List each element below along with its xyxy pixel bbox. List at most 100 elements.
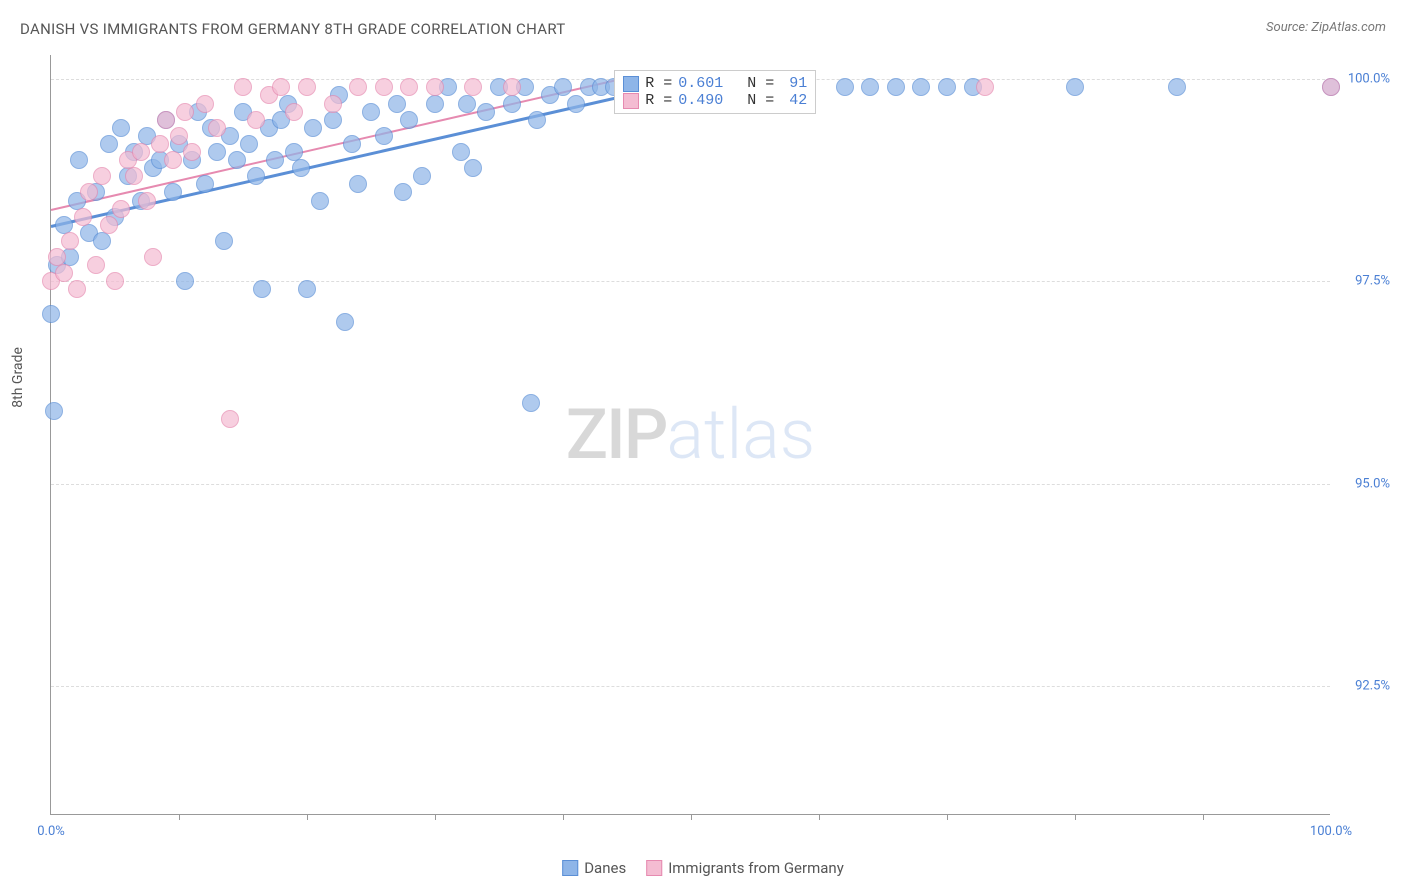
- data-point-danes: [292, 159, 310, 177]
- data-point-immigrants: [68, 280, 86, 298]
- data-point-danes: [253, 280, 271, 298]
- data-point-immigrants: [285, 103, 303, 121]
- data-point-immigrants: [464, 78, 482, 96]
- x-tick: [947, 814, 948, 820]
- x-tick: [1075, 814, 1076, 820]
- stat-n-label: N =: [729, 92, 774, 109]
- stat-n-value: 91: [780, 75, 807, 92]
- data-point-immigrants: [176, 103, 194, 121]
- data-point-danes: [324, 111, 342, 129]
- data-point-immigrants: [170, 127, 188, 145]
- stat-n-label: N =: [729, 75, 774, 92]
- y-tick-label: 92.5%: [1355, 678, 1390, 693]
- data-point-danes: [266, 151, 284, 169]
- legend-item-immigrants: Immigrants from Germany: [646, 859, 844, 877]
- data-point-danes: [887, 78, 905, 96]
- data-point-danes: [452, 143, 470, 161]
- data-point-danes: [458, 95, 476, 113]
- data-point-danes: [861, 78, 879, 96]
- data-point-danes: [208, 143, 226, 161]
- x-tick: [307, 814, 308, 820]
- data-point-danes: [42, 305, 60, 323]
- data-point-immigrants: [183, 143, 201, 161]
- data-point-immigrants: [100, 216, 118, 234]
- y-tick-label: 100.0%: [1348, 72, 1390, 87]
- data-point-immigrants: [106, 272, 124, 290]
- data-point-immigrants: [112, 200, 130, 218]
- data-point-immigrants: [87, 256, 105, 274]
- y-tick-label: 97.5%: [1355, 274, 1390, 289]
- data-point-danes: [247, 167, 265, 185]
- data-point-danes: [298, 280, 316, 298]
- data-point-danes: [464, 159, 482, 177]
- data-point-immigrants: [138, 192, 156, 210]
- data-point-immigrants: [349, 78, 367, 96]
- data-point-danes: [938, 78, 956, 96]
- data-point-danes: [528, 111, 546, 129]
- data-point-danes: [70, 151, 88, 169]
- legend-label: Danes: [584, 859, 626, 877]
- stat-r-label: R =: [645, 92, 672, 109]
- x-tick-label: 100.0%: [1310, 824, 1352, 839]
- data-point-immigrants: [298, 78, 316, 96]
- x-tick: [563, 814, 564, 820]
- data-point-danes: [388, 95, 406, 113]
- data-point-immigrants: [144, 248, 162, 266]
- data-point-danes: [240, 135, 258, 153]
- data-point-danes: [394, 183, 412, 201]
- data-point-immigrants: [324, 95, 342, 113]
- data-point-danes: [349, 175, 367, 193]
- data-point-danes: [477, 103, 495, 121]
- data-point-immigrants: [151, 135, 169, 153]
- data-point-immigrants: [375, 78, 393, 96]
- data-point-danes: [522, 394, 540, 412]
- watermark-left: ZIP: [566, 394, 667, 476]
- data-point-danes: [426, 95, 444, 113]
- data-point-danes: [375, 127, 393, 145]
- x-tick: [435, 814, 436, 820]
- stat-r-value: 0.490: [678, 92, 723, 109]
- legend-swatch-immigrants: [646, 860, 662, 876]
- gridline: [51, 686, 1330, 687]
- legend-label: Immigrants from Germany: [668, 859, 844, 877]
- data-point-danes: [336, 313, 354, 331]
- data-point-immigrants: [976, 78, 994, 96]
- legend-swatch-danes: [562, 860, 578, 876]
- swatch-danes: [623, 76, 639, 92]
- chart-title: DANISH VS IMMIGRANTS FROM GERMANY 8TH GR…: [20, 20, 566, 38]
- data-point-danes: [912, 78, 930, 96]
- data-point-danes: [93, 232, 111, 250]
- data-point-danes: [196, 175, 214, 193]
- gridline: [51, 281, 1330, 282]
- data-point-danes: [400, 111, 418, 129]
- data-point-immigrants: [125, 167, 143, 185]
- data-point-immigrants: [400, 78, 418, 96]
- data-point-immigrants: [208, 119, 226, 137]
- data-point-danes: [1168, 78, 1186, 96]
- stats-row-immigrants: R = 0.490 N = 42: [623, 92, 807, 109]
- data-point-danes: [343, 135, 361, 153]
- data-point-immigrants: [61, 232, 79, 250]
- data-point-danes: [304, 119, 322, 137]
- stat-r-label: R =: [645, 75, 672, 92]
- x-tick-label: 0.0%: [37, 824, 65, 839]
- watermark: ZIPatlas: [566, 394, 816, 476]
- x-tick: [691, 814, 692, 820]
- data-point-immigrants: [80, 183, 98, 201]
- data-point-danes: [413, 167, 431, 185]
- data-point-immigrants: [93, 167, 111, 185]
- data-point-immigrants: [272, 78, 290, 96]
- data-point-danes: [100, 135, 118, 153]
- scatter-plot-area: ZIPatlas 100.0%97.5%95.0%92.5%0.0%100.0%…: [50, 55, 1330, 815]
- data-point-immigrants: [132, 143, 150, 161]
- data-point-danes: [311, 192, 329, 210]
- data-point-immigrants: [1322, 78, 1340, 96]
- stat-r-value: 0.601: [678, 75, 723, 92]
- legend-item-danes: Danes: [562, 859, 626, 877]
- data-point-immigrants: [164, 151, 182, 169]
- data-point-immigrants: [196, 95, 214, 113]
- stat-n-value: 42: [780, 92, 807, 109]
- chart-legend: Danes Immigrants from Germany: [562, 859, 844, 877]
- gridline: [51, 484, 1330, 485]
- source-attribution: Source: ZipAtlas.com: [1266, 20, 1386, 35]
